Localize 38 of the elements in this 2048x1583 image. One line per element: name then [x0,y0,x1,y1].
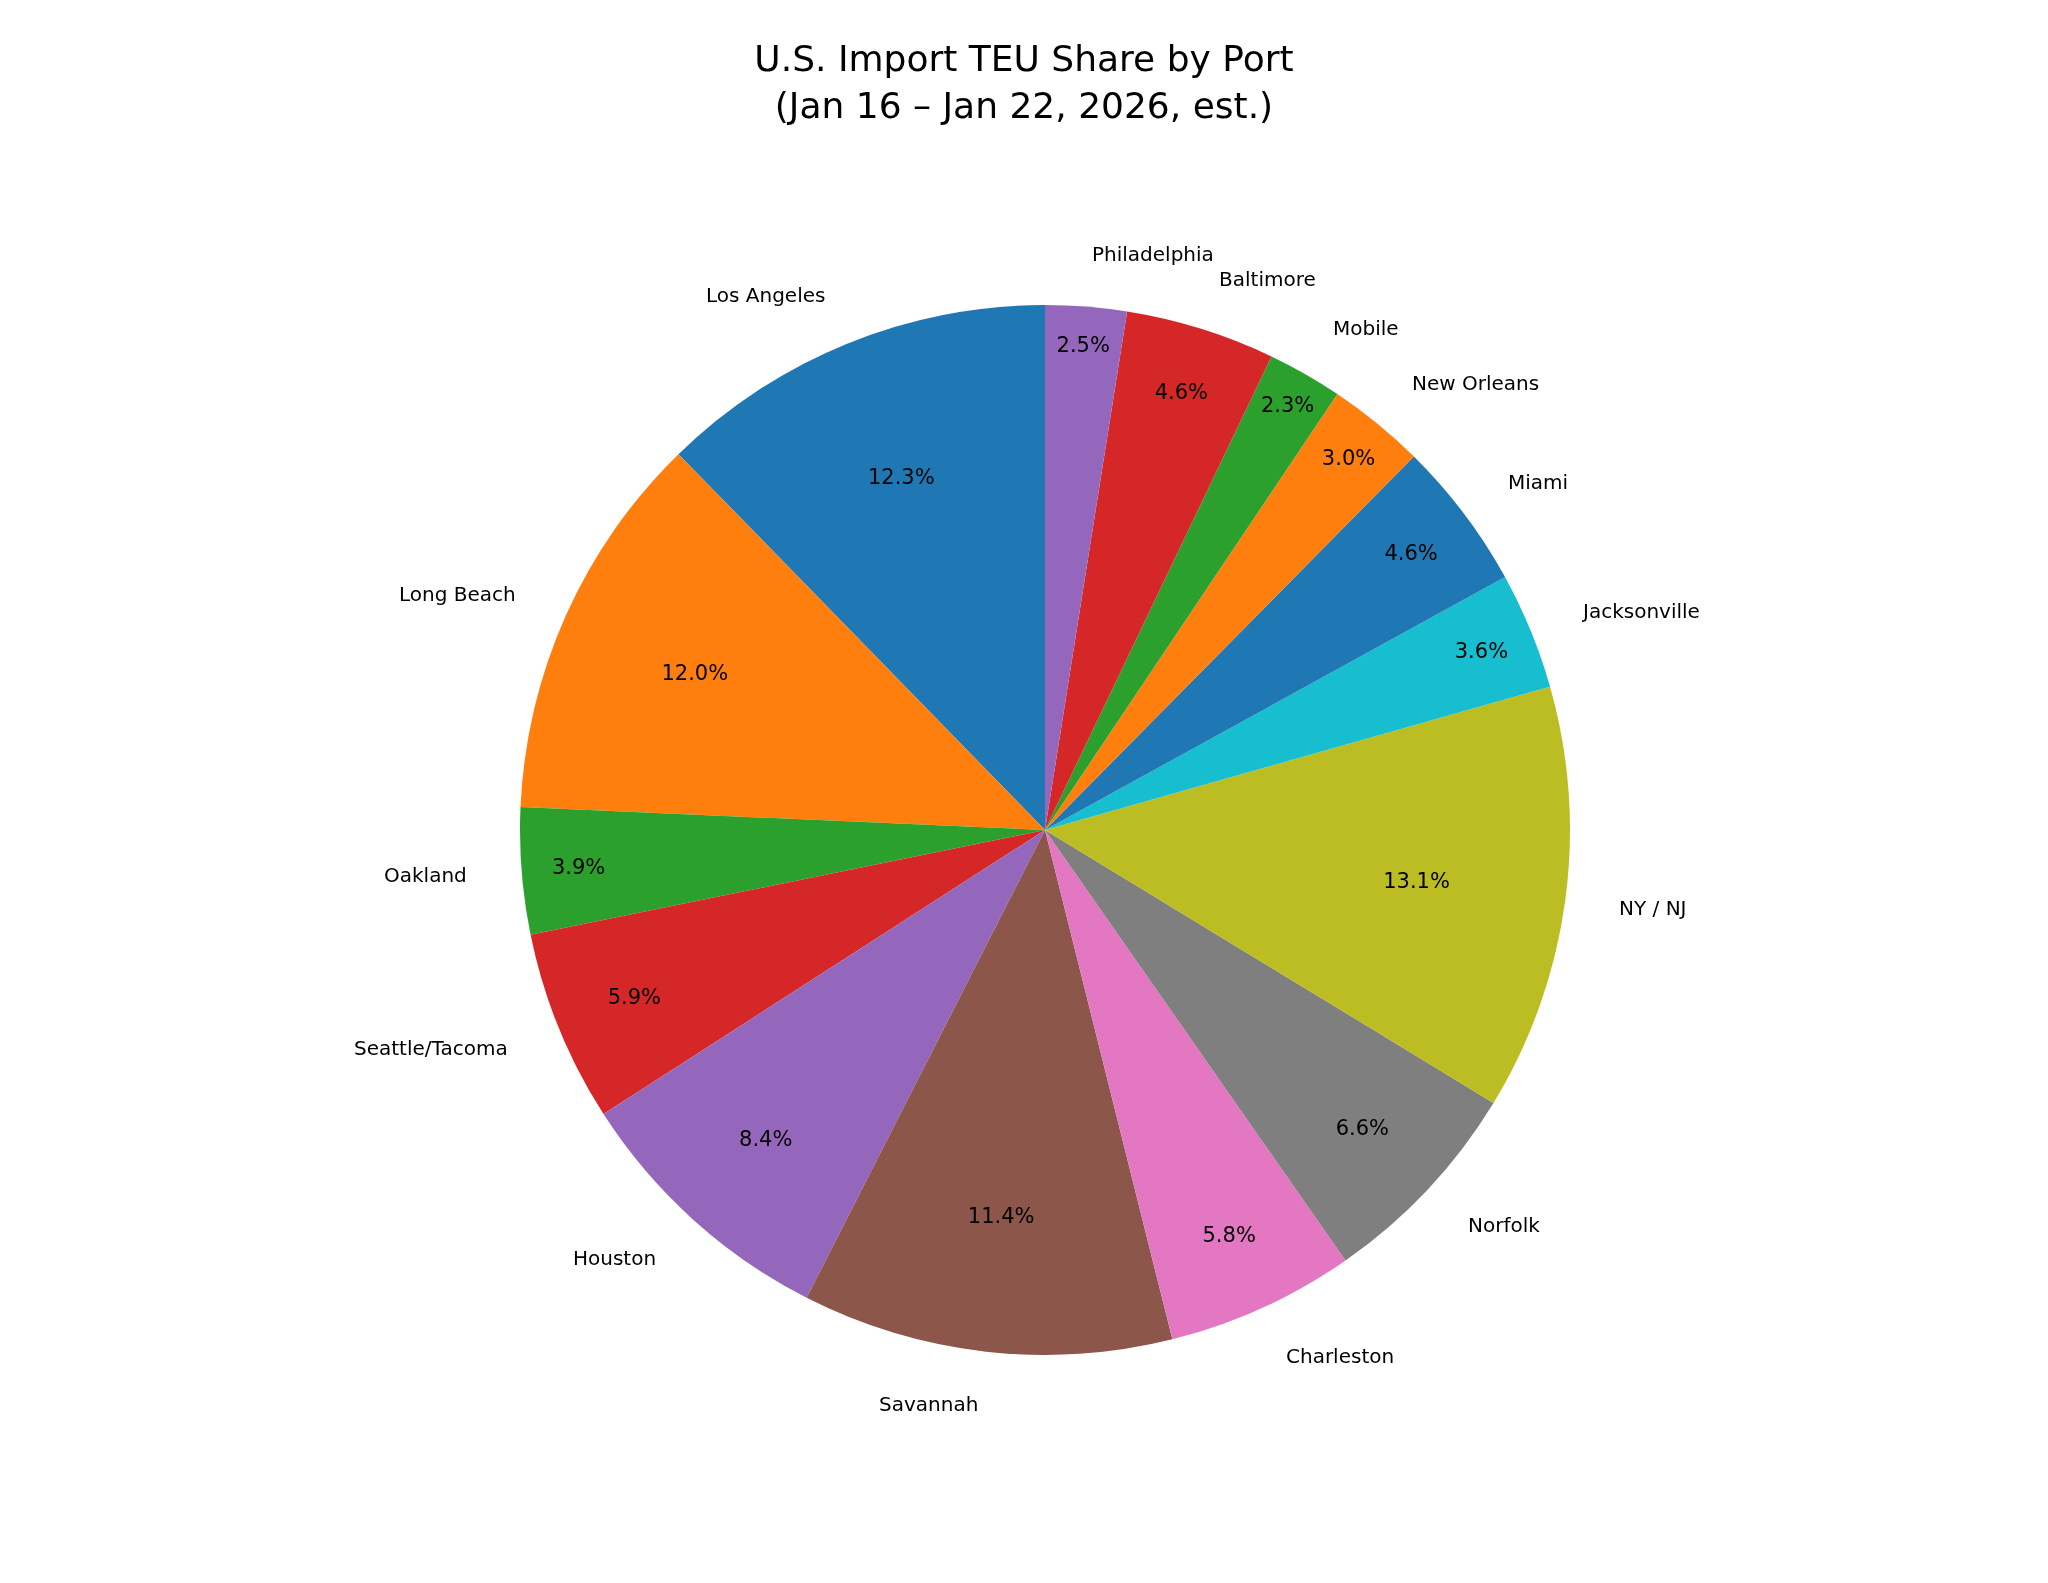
chart-title: U.S. Import TEU Share by Port (Jan 16 – Jan 22, 2026, est.) [754,38,1294,127]
data-label: 2.3% [1260,392,1315,417]
data-label: 3.0% [1321,446,1376,471]
pie-slice [1045,577,1551,830]
data-label: 6.6% [1335,1116,1390,1141]
data-label: 12.0% [661,661,729,686]
data-label: 5.9% [607,985,662,1010]
data-label: 4.6% [1384,541,1438,566]
slice-label: Los Angeles [706,283,826,307]
pie-slice [520,806,1045,935]
pie-slice [806,830,1173,1355]
data-label: 11.4% [967,1204,1035,1229]
slice-label: Oakland [384,863,467,887]
slice-label: Mobile [1333,316,1399,340]
slice-label: Savannah [879,1392,979,1416]
data-label: 2.5% [1056,332,1110,357]
pie-slice [1045,686,1570,1103]
slice-label: Houston [573,1246,657,1270]
slice-label: Seattle/Tacoma [354,1036,508,1060]
slice-label: Charleston [1286,1344,1395,1368]
slice-label: Norfolk [1468,1213,1541,1237]
data-label: 4.6% [1154,379,1208,404]
data-label: 13.1% [1383,868,1450,893]
slice-label: New Orleans [1412,371,1540,395]
slice-label: Jacksonville [1581,599,1700,623]
data-label: 3.9% [551,854,606,879]
slice-label: Philadelphia [1092,242,1214,266]
pie-slice [520,454,1045,830]
slice-label: NY / NJ [1619,896,1687,920]
pie-slice [1045,305,1128,830]
pie-slice [530,830,1045,1115]
slice-label: Baltimore [1219,267,1316,291]
slice-label: Miami [1508,470,1569,494]
slice-label: Long Beach [399,582,516,606]
data-label: 8.4% [739,1126,793,1151]
data-label: 5.8% [1202,1222,1256,1247]
data-label: 3.6% [1454,638,1509,663]
data-label: 12.3% [867,464,935,489]
